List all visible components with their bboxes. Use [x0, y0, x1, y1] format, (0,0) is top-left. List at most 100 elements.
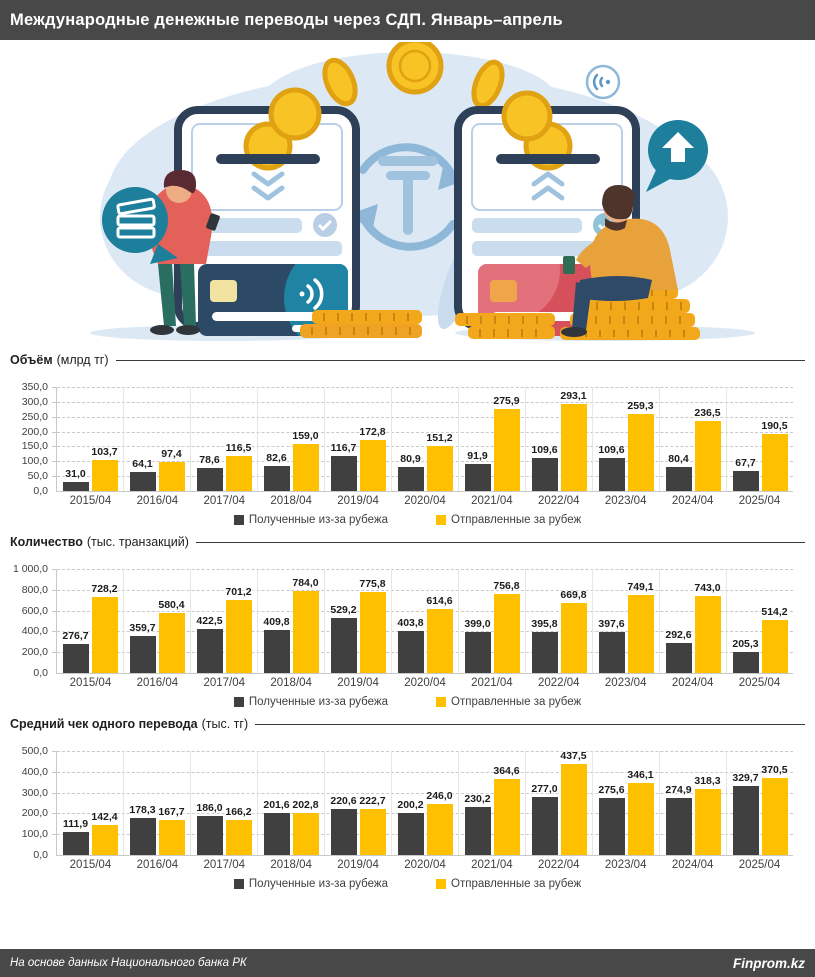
- bar-value-label: 728,2: [91, 583, 118, 596]
- coin-stack-icon: [300, 310, 422, 338]
- bar-group: 109,6 259,3: [593, 387, 660, 491]
- bar-group: 80,4 236,5: [660, 387, 727, 491]
- bar: 186,0: [196, 802, 223, 855]
- bar-value-label: 529,2: [330, 603, 357, 616]
- bar: 167,7: [158, 806, 185, 855]
- bar-value-label: 97,4: [161, 448, 182, 461]
- bar: 116,5: [225, 442, 252, 491]
- volume-bar-chart: 350,0 300,0 250,0 200,0 150,0 100,0 50,0 0,0 31,…: [10, 373, 805, 507]
- y-axis-tick-label: 350,0: [21, 381, 48, 393]
- y-axis-tick-label: 300,0: [21, 395, 48, 408]
- plot-area: 111,9 142,4 178,3 167,7 186,0 166,2 201,6 202,8…: [52, 750, 793, 856]
- cash-bubble-icon: [102, 187, 178, 264]
- bar-value-label: 202,8: [292, 798, 319, 811]
- bar: 111,9: [62, 818, 89, 855]
- quantity-bar-chart: 1 000,0 800,0 600,0 400,0 200,0 0,0 276,7 728,2…: [10, 555, 805, 689]
- bar: 275,6: [598, 784, 625, 855]
- bar: 422,5: [196, 615, 223, 673]
- page-title: Международные денежные переводы через СД…: [10, 10, 563, 29]
- bar-value-label: 275,9: [493, 395, 520, 408]
- bar-group: 178,3 167,7: [124, 751, 191, 855]
- x-axis-label: 2022/04: [538, 859, 580, 871]
- received-swatch-icon: [233, 697, 244, 707]
- bar: 103,7: [91, 446, 118, 491]
- bar-value-label: 274,9: [665, 783, 692, 796]
- bar: 166,2: [225, 806, 252, 855]
- y-axis-tick-label: 400,0: [21, 625, 48, 638]
- chart-title: Количество: [10, 535, 83, 549]
- legend-label: Полученные из-за рубежа: [248, 878, 388, 890]
- bar-group: 292,6 743,0: [660, 569, 727, 673]
- bar-group: 67,7 190,5: [727, 387, 793, 491]
- x-axis-label: 2023/04: [604, 859, 647, 871]
- bar-value-label: 275,6: [598, 783, 625, 796]
- bar: 276,7: [62, 630, 89, 673]
- y-axis-tick-label: 250,0: [21, 410, 48, 423]
- bar-value-label: 422,5: [196, 615, 223, 628]
- bar-value-label: 80,9: [400, 452, 421, 465]
- brand-logo: Finprom.kz: [732, 955, 805, 971]
- bar: 202,8: [292, 799, 319, 855]
- bar-value-label: 293,1: [560, 389, 587, 402]
- y-axis-tick-label: 150,0: [21, 440, 48, 453]
- bar: 67,7: [732, 457, 759, 491]
- bar-value-label: 31,0: [65, 467, 86, 480]
- bar: 277,0: [531, 783, 558, 855]
- x-axis-label: 2018/04: [270, 677, 312, 689]
- x-axis-label: 2020/04: [404, 495, 446, 507]
- x-axis-label: 2017/04: [203, 859, 246, 871]
- legend-label: Отправленные за рубеж: [451, 696, 582, 708]
- bar-value-label: 236,5: [694, 406, 721, 419]
- x-axis-label: 2016/04: [136, 677, 179, 689]
- woman-figure: [148, 170, 220, 335]
- bar-value-label: 364,6: [493, 765, 520, 778]
- bar: 274,9: [665, 784, 692, 855]
- x-axis-label: 2015/04: [69, 859, 112, 871]
- bar-value-label: 151,2: [426, 432, 453, 445]
- bar-group: 397,6 749,1: [593, 569, 660, 673]
- bar: 172,8: [359, 426, 386, 491]
- bar: 275,9: [493, 395, 520, 491]
- bar-value-label: 205,3: [732, 637, 759, 650]
- bar-value-label: 514,2: [761, 605, 788, 618]
- x-axis: 2015/04 2016/04 2017/04 2018/04 2019/04 2020/…: [57, 859, 793, 871]
- chart-unit: (млрд тг): [56, 353, 109, 367]
- bar-value-label: 201,6: [263, 799, 290, 812]
- y-axis-tick-label: 400,0: [21, 765, 48, 778]
- x-axis-label: 2025/04: [738, 859, 781, 871]
- bar-group: 78,6 116,5: [191, 387, 258, 491]
- chart-section-average: Средний чек одного перевода (тыс. тг) 50…: [0, 717, 815, 890]
- y-axis-tick-label: 200,0: [21, 425, 48, 438]
- bar: 236,5: [694, 407, 721, 491]
- bar-value-label: 116,5: [225, 442, 252, 455]
- bar: 329,7: [732, 772, 759, 855]
- bar: 190,5: [761, 420, 788, 491]
- bar-group: 205,3 514,2: [727, 569, 793, 673]
- bar: 78,6: [196, 454, 223, 491]
- bar-value-label: 82,6: [266, 452, 287, 465]
- y-axis-tick-label: 100,0: [21, 455, 48, 468]
- bar-value-label: 91,9: [467, 449, 488, 462]
- bar-group: 529,2 775,8: [325, 569, 392, 673]
- coin-icon: [322, 42, 505, 109]
- bar-value-label: 756,8: [493, 580, 520, 593]
- bar: 201,6: [263, 799, 290, 855]
- plot-area: 31,0 103,7 64,1 97,4 78,6 116,5 82,6 159,0 116,7…: [52, 387, 793, 492]
- x-axis-label: 2019/04: [337, 495, 379, 507]
- chevron-down-icon: [251, 171, 285, 201]
- bar-group: 403,8 614,6: [392, 569, 459, 673]
- x-axis-label: 2025/04: [738, 495, 781, 507]
- bar: 259,3: [627, 400, 654, 491]
- bar-group: 329,7 370,5: [727, 751, 793, 855]
- plot-area: 276,7 728,2 359,7 580,4 422,5 701,2 409,8 784,0…: [52, 569, 793, 674]
- y-axis-tick-label: 0,0: [33, 667, 48, 679]
- chart-title: Объём: [10, 353, 53, 367]
- bar: 82,6: [263, 452, 290, 491]
- bar-group: 276,7 728,2: [57, 569, 124, 673]
- x-axis-label: 2024/04: [671, 495, 714, 507]
- bar: 142,4: [91, 811, 118, 855]
- bar-group: 220,6 222,7: [325, 751, 392, 855]
- y-axis-tick-label: 200,0: [21, 646, 48, 659]
- bar: 205,3: [732, 638, 759, 673]
- bar-group: 111,9 142,4: [57, 751, 124, 855]
